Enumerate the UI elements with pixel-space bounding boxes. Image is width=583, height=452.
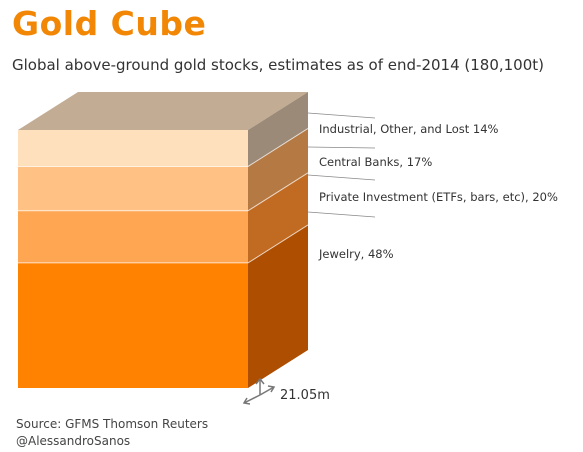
segment-1-side xyxy=(248,172,308,263)
segment-label-2: Central Banks, 17% xyxy=(319,155,432,169)
dimension-label: 21.05m xyxy=(280,388,330,403)
segment-label-0: Jewelry, 48% xyxy=(318,247,394,261)
layer-divider-2 xyxy=(18,128,309,167)
segment-2-side xyxy=(248,128,308,211)
leader-line-3 xyxy=(307,211,376,218)
leader-line-0 xyxy=(307,112,376,119)
source-note: Source: GFMS Thomson Reuters @Alessandro… xyxy=(16,416,208,450)
segment-label-3: Industrial, Other, and Lost 14% xyxy=(319,122,499,136)
source-line: Source: GFMS Thomson Reuters xyxy=(16,417,209,431)
segment-1-front xyxy=(18,210,248,263)
segment-3-side xyxy=(248,92,308,167)
cube xyxy=(18,92,309,388)
leader-line-2 xyxy=(307,174,376,181)
segment-0-front xyxy=(18,262,248,388)
dimension-indicator: 21.05m xyxy=(242,377,330,405)
author-handle: @AlessandroSanos xyxy=(16,434,131,448)
segment-labels: Jewelry, 48% Private Investment (ETFs, ba… xyxy=(307,112,558,261)
segment-0-side xyxy=(248,224,308,388)
layer-divider-1 xyxy=(18,172,309,212)
segment-3-front xyxy=(18,130,248,167)
cube-top-face xyxy=(18,92,308,130)
chart-subtitle: Global above-ground gold stocks, estimat… xyxy=(12,56,544,74)
chart-title: Gold Cube xyxy=(12,4,207,43)
layer-divider-0 xyxy=(18,224,309,264)
segment-2-front xyxy=(18,166,248,211)
segment-label-1: Private Investment (ETFs, bars, etc), 20… xyxy=(319,190,558,204)
dimension-arrows-icon xyxy=(242,377,276,405)
leader-line-1 xyxy=(307,146,376,149)
